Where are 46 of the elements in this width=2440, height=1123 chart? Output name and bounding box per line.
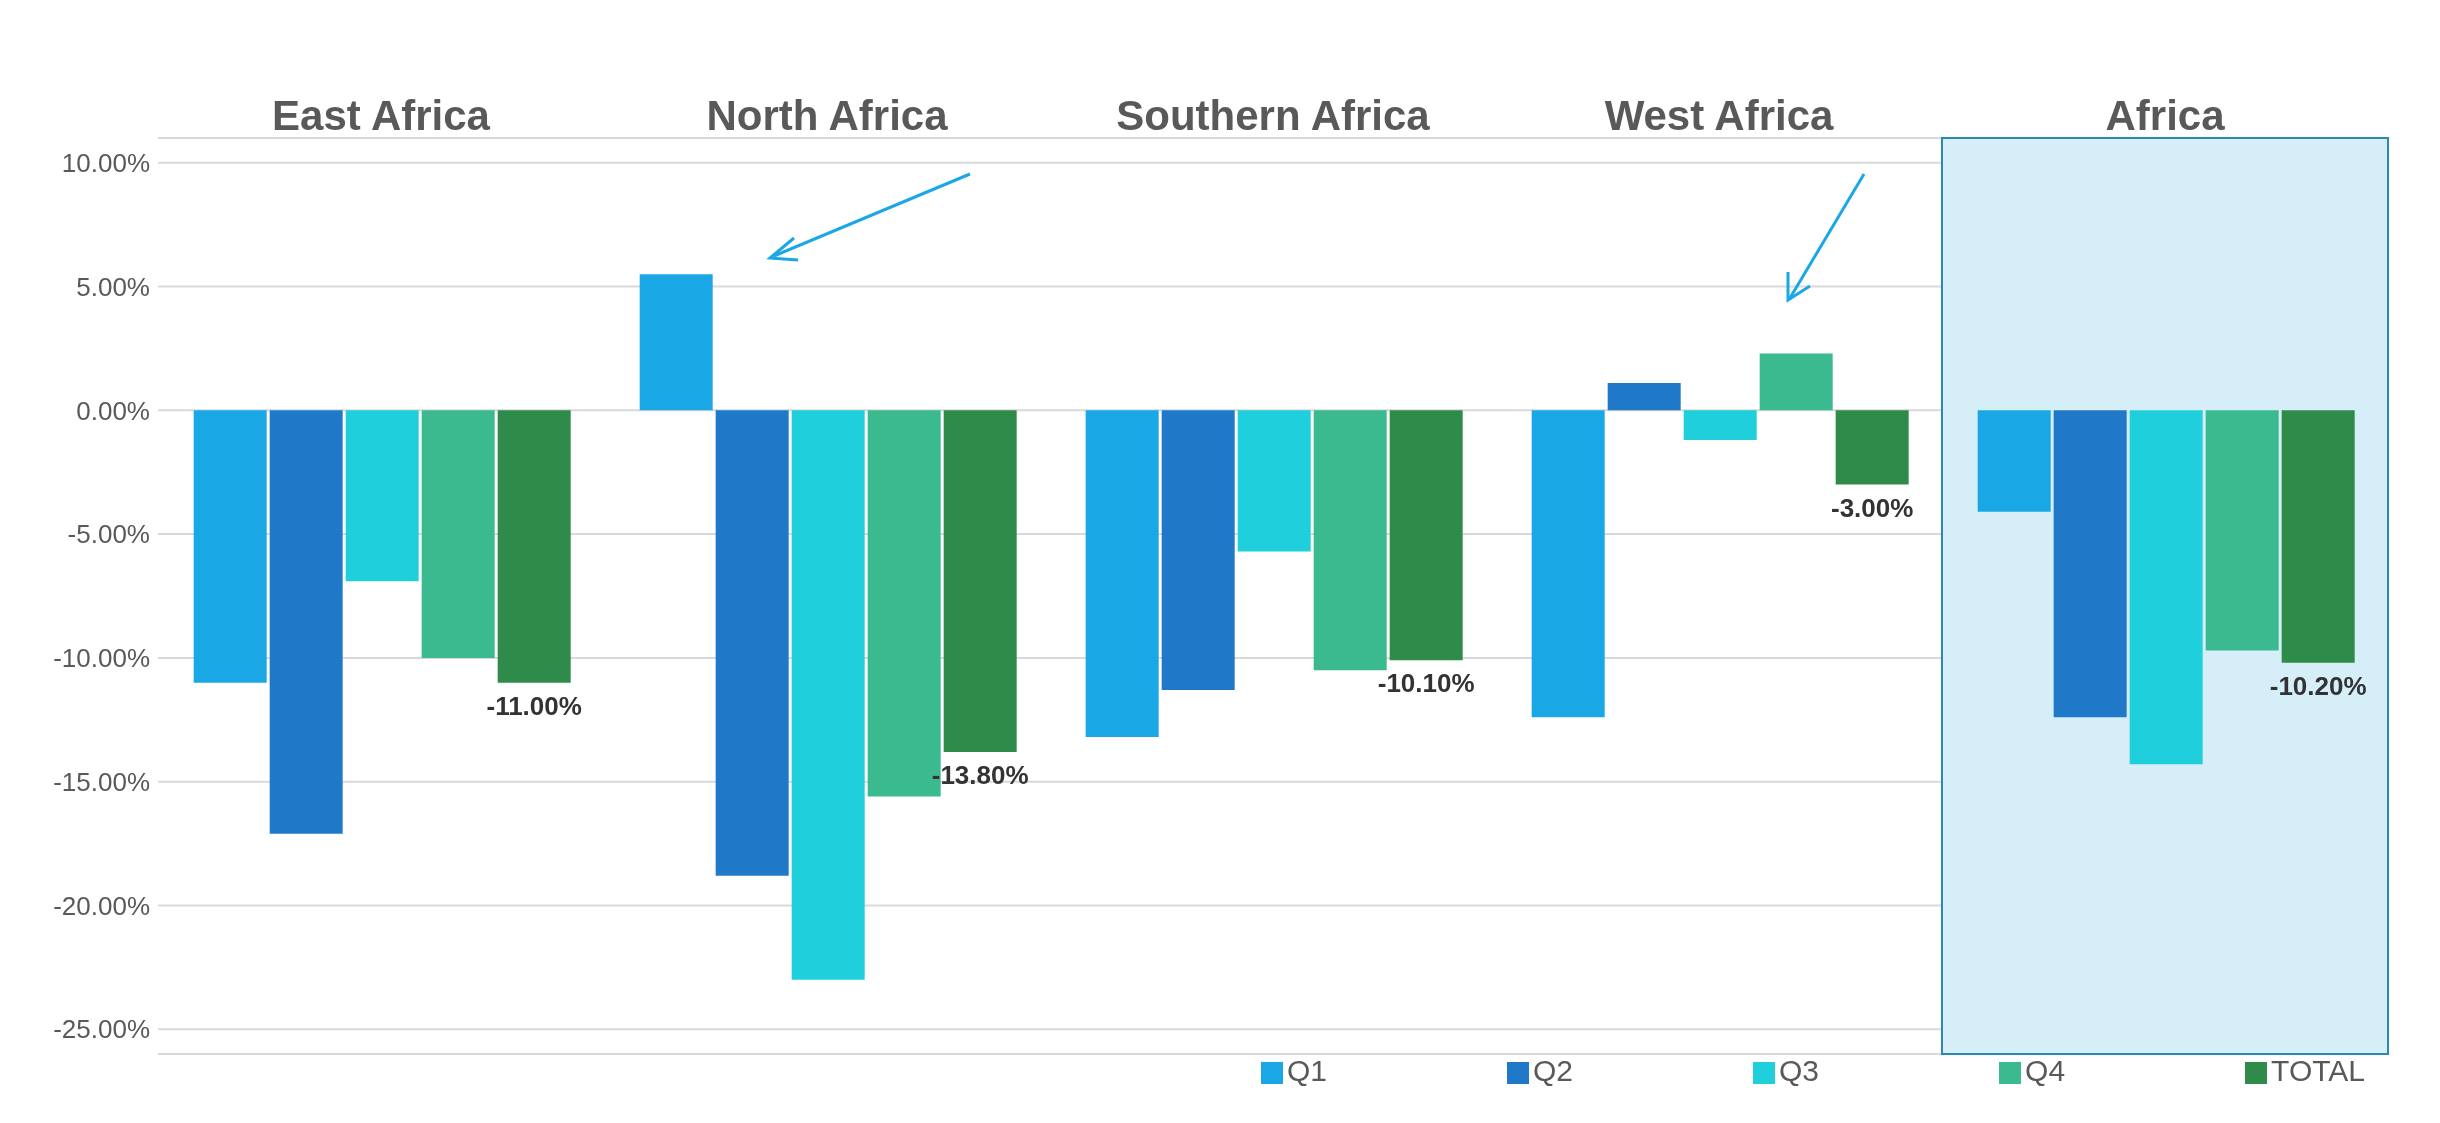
data-label: -10.20% [2269, 670, 2367, 701]
y-tick-label: 5.00% [76, 271, 150, 302]
legend-label: TOTAL [2271, 1054, 2366, 1087]
bar [1683, 410, 1757, 441]
bar [1607, 383, 1681, 411]
bar [1759, 353, 1833, 411]
y-tick-label: -10.00% [53, 643, 150, 674]
data-label: -11.00% [486, 690, 582, 721]
legend-label: Q1 [1286, 1054, 1327, 1087]
data-label: -3.00% [1830, 492, 1914, 523]
y-tick-label: -15.00% [53, 766, 150, 797]
bar [497, 410, 571, 683]
x-tick-label: Southern Africa [1116, 92, 1431, 139]
x-tick-label: West Africa [1604, 92, 1835, 139]
bar [791, 410, 865, 980]
bar [1237, 410, 1311, 552]
bar [1977, 410, 2051, 512]
bar [345, 410, 419, 582]
y-tick-label: -5.00% [67, 519, 150, 550]
bar [1313, 410, 1387, 671]
x-tick-label: North Africa [706, 92, 949, 139]
bar [2281, 410, 2355, 663]
bar [1085, 410, 1159, 738]
bar [1531, 410, 1605, 718]
bar [2129, 410, 2203, 765]
bar [639, 274, 713, 411]
bar [1389, 410, 1463, 661]
bar [943, 410, 1017, 752]
bar [1161, 410, 1235, 691]
y-tick-label: 10.00% [61, 147, 150, 178]
x-tick-label: East Africa [272, 92, 491, 139]
data-label: -10.10% [1377, 668, 1475, 699]
bar [715, 410, 789, 876]
bar [2205, 410, 2279, 651]
y-tick-label: 0.00% [76, 395, 150, 426]
x-tick-label: Africa [2105, 92, 2226, 139]
bar [2053, 410, 2127, 718]
y-tick-label: -20.00% [53, 890, 150, 921]
y-tick-label: -25.00% [53, 1014, 150, 1045]
bar [1835, 410, 1909, 485]
legend-label: Q2 [1533, 1054, 1574, 1087]
legend-label: Q4 [2025, 1054, 2066, 1087]
bar [269, 410, 343, 834]
bar [193, 410, 267, 683]
legend-label: Q3 [1779, 1054, 1820, 1087]
bar [421, 410, 495, 658]
